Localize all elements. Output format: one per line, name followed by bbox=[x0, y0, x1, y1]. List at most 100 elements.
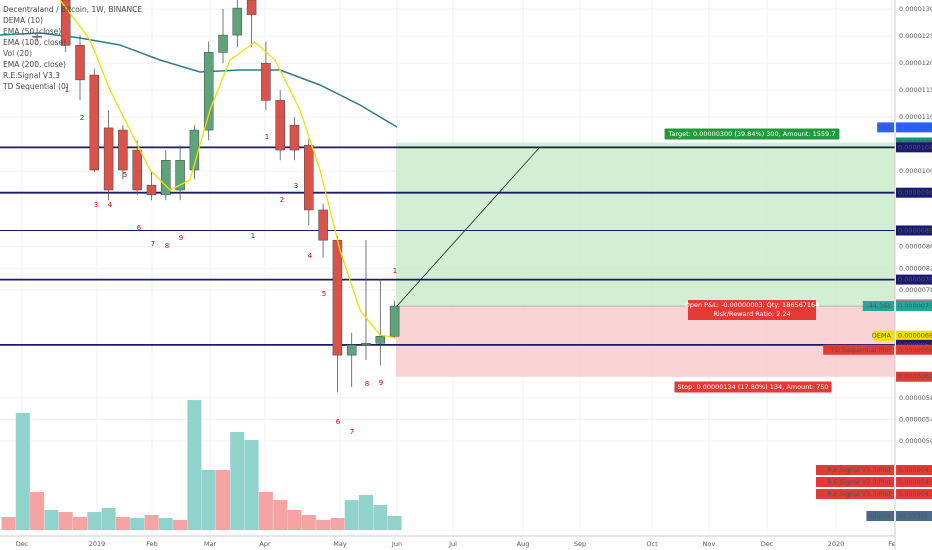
price-label: 0.00000456 bbox=[898, 478, 932, 486]
y-tick-label: 0.00001150 bbox=[899, 86, 932, 94]
candle-body bbox=[389, 305, 400, 337]
y-tick-label: 0.00000860 bbox=[899, 243, 932, 251]
candle-body bbox=[218, 34, 228, 53]
volume-bar bbox=[230, 431, 245, 530]
volume-bar bbox=[344, 500, 359, 530]
x-tick-label: Oct bbox=[646, 540, 658, 548]
price-label-box bbox=[896, 344, 932, 355]
tag-box bbox=[873, 330, 894, 341]
x-tick-label: Fe bbox=[888, 540, 895, 548]
td-label: 3 bbox=[94, 201, 98, 209]
volume-bar bbox=[73, 516, 87, 530]
price-label-box bbox=[896, 489, 932, 499]
price-label: 0.00000619 bbox=[898, 373, 932, 381]
legend-entry: EMA (100, close) bbox=[3, 38, 66, 47]
dema-line bbox=[59, 0, 398, 339]
legend-entry: DEMA (10) bbox=[3, 16, 43, 25]
volume-bar bbox=[173, 519, 188, 530]
tag-box bbox=[816, 489, 894, 499]
y-tick-label: 0.00000780 bbox=[899, 286, 932, 294]
tag-label: Volume bbox=[867, 512, 891, 520]
x-tick-label: Feb bbox=[146, 540, 158, 548]
pnl-box bbox=[688, 300, 816, 320]
price-label: 0.00001044 bbox=[898, 143, 932, 151]
tag-label: TD Sequential:Plot bbox=[830, 346, 892, 354]
tag-box bbox=[866, 511, 894, 521]
volume-bar bbox=[15, 412, 30, 530]
td-label: 5 bbox=[123, 171, 127, 179]
tag-label: R.E.Signal V3.3:Plot bbox=[827, 478, 891, 486]
volume-bar bbox=[144, 515, 159, 530]
tag-box bbox=[862, 301, 894, 312]
price-label: 93.5036k bbox=[898, 512, 929, 520]
volume-bar bbox=[201, 469, 216, 530]
td-label: 8 bbox=[365, 380, 369, 388]
y-tick-label: 0.00000580 bbox=[899, 394, 932, 402]
td-label: 4 bbox=[308, 252, 313, 260]
x-tick-label: 2020 bbox=[828, 540, 845, 548]
volume-bar bbox=[244, 440, 259, 530]
tag-label: EMA bbox=[877, 123, 892, 131]
volume-bar bbox=[130, 518, 145, 530]
tag-box bbox=[816, 465, 894, 475]
y-tick-label: 0.00001200 bbox=[899, 59, 932, 67]
candle-body bbox=[118, 129, 128, 171]
legend-entry: Vol (20) bbox=[3, 49, 32, 58]
price-label-box bbox=[896, 330, 932, 341]
price-label: 0.00000669 bbox=[898, 346, 932, 354]
td-label: 2 bbox=[280, 196, 284, 204]
x-tick-label: Apr bbox=[259, 540, 271, 548]
td-label: 1 bbox=[265, 133, 269, 141]
volume-bar bbox=[316, 519, 331, 530]
position-label-box bbox=[664, 128, 840, 140]
td-label: 8 bbox=[165, 242, 169, 250]
y-tick-label: 0.00001300 bbox=[899, 5, 932, 13]
x-tick-label: Dec bbox=[761, 540, 774, 548]
td-label: 7 bbox=[151, 240, 155, 248]
price-label-box bbox=[896, 187, 932, 198]
y-tick-label: 0.00000500 bbox=[899, 437, 932, 445]
stop-zone bbox=[396, 306, 895, 377]
position-label: Risk/Reward Ratio: 2.24 bbox=[713, 310, 790, 318]
td-label: 6 bbox=[336, 418, 341, 426]
position-label: Open P&L: -0.00000003, Qty: 186567164 bbox=[685, 301, 820, 309]
candle-body bbox=[261, 62, 271, 101]
candle-body bbox=[289, 124, 300, 151]
candle-body bbox=[304, 144, 314, 211]
price-label-box bbox=[896, 477, 932, 487]
price-label-box bbox=[896, 142, 932, 153]
volume-bar bbox=[44, 509, 59, 530]
candle-body bbox=[161, 160, 171, 196]
candle-body bbox=[132, 149, 142, 191]
x-tick-label: Sep bbox=[574, 540, 586, 548]
candle-body bbox=[332, 239, 343, 356]
legend-entry: R.E.Signal V3.3 bbox=[3, 71, 60, 80]
price-label-box bbox=[896, 301, 932, 312]
volume-bar bbox=[58, 512, 73, 530]
price-label-box bbox=[896, 225, 932, 236]
volume-bar bbox=[1, 516, 16, 530]
td-label: 7 bbox=[350, 428, 354, 436]
legend-entry: EMA (200, close) bbox=[3, 60, 66, 69]
y-tick-label: 0.00000540 bbox=[899, 415, 932, 423]
price-label: 0.00000456 bbox=[898, 466, 932, 474]
tag-box bbox=[816, 477, 894, 487]
candle-body bbox=[275, 100, 285, 151]
tag-label: R.E.Signal V3.3:Plot bbox=[827, 466, 891, 474]
tag-box bbox=[877, 122, 894, 133]
td-label: 5 bbox=[322, 290, 326, 298]
trend-line bbox=[396, 146, 541, 307]
td-label: 1 bbox=[65, 86, 69, 94]
td-label: 6 bbox=[137, 224, 142, 232]
x-tick-label: Dec bbox=[16, 540, 29, 548]
candle-body bbox=[175, 160, 185, 191]
candle-body bbox=[75, 45, 85, 81]
candle-body bbox=[318, 209, 328, 241]
y-tick-label: 0.00001250 bbox=[899, 32, 932, 40]
candle-body bbox=[361, 343, 371, 346]
position-label: Target: 0.00000300 (39.84%) 300, Amount:… bbox=[668, 130, 836, 138]
volume-bar bbox=[30, 491, 45, 530]
volume-bar bbox=[158, 518, 173, 530]
td-label: 4 bbox=[108, 201, 113, 209]
